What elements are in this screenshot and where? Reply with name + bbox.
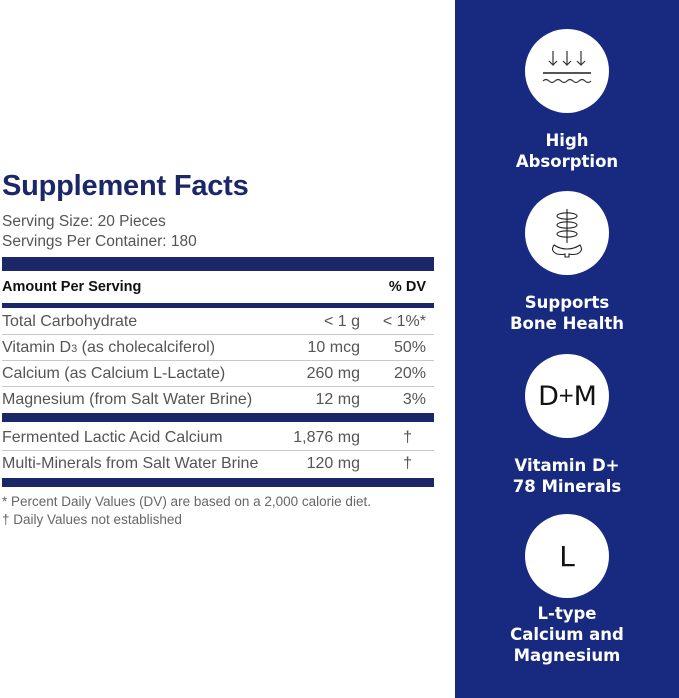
feature-label-line: High <box>545 131 589 150</box>
feature-label-line: Absorption <box>515 152 619 171</box>
feature-label-line: Vitamin D+ <box>514 456 620 475</box>
nutrient-name: Calcium (as Calcium L-Lactate) <box>2 365 226 382</box>
nutrient-amount: 260 mg <box>306 365 360 382</box>
table-row: Multi-Minerals from Salt Water Brine 120… <box>2 452 434 477</box>
feature-label-line: 78 Minerals <box>512 477 622 496</box>
nutrient-amount: < 1 g <box>323 313 360 330</box>
nutrient-name-subscript: 3 <box>71 343 78 355</box>
table-row: Total Carbohydrate < 1 g < 1%* <box>2 310 434 335</box>
supplement-facts-title: Supplement Facts <box>2 170 249 202</box>
absorption-arrows-icon <box>542 51 592 84</box>
feature-label-line: L-type <box>537 604 597 623</box>
nutrient-name: Total Carbohydrate <box>2 313 138 330</box>
ingredient-amount: 1,876 mg <box>293 429 360 446</box>
icon-plus: + <box>557 382 575 407</box>
icon-letter-d: D <box>538 380 559 412</box>
footnote-percent-dv: * Percent Daily Values (DV) are based on… <box>2 494 371 509</box>
amount-per-serving-label: Amount Per Serving <box>2 279 142 295</box>
table-row: Magnesium (from Salt Water Brine) 12 mg … <box>2 388 434 413</box>
nutrient-amount: 12 mg <box>315 391 360 408</box>
ingredient-amount: 120 mg <box>306 455 360 472</box>
table-row: Fermented Lactic Acid Calcium 1,876 mg † <box>2 426 434 451</box>
header-divider <box>2 303 434 308</box>
feature-label: Vitamin D+ 78 Minerals <box>455 455 679 497</box>
nutrient-dv: 20% <box>393 365 426 382</box>
supplement-facts-panel: Supplement Facts Serving Size: 20 Pieces… <box>2 170 434 527</box>
table-row: Calcium (as Calcium L-Lactate) 260 mg 20… <box>2 362 434 387</box>
dv-label: % DV <box>388 279 426 295</box>
feature-label-line: Calcium and <box>510 625 624 644</box>
feature-label: High Absorption <box>455 130 679 172</box>
nutrient-dv: 50% <box>393 339 426 356</box>
feature-label-line: Bone Health <box>509 314 625 333</box>
feature-label: L-type Calcium and Magnesium <box>455 603 679 666</box>
servings-per-container: Servings Per Container: 180 <box>2 233 197 250</box>
feature-icon-circle <box>525 191 609 275</box>
bottom-divider <box>2 478 434 487</box>
nutrient-name-detail: (as cholecalciferol) <box>77 339 216 356</box>
nutrient-dv: 3% <box>402 391 426 408</box>
footnote-dv-not-established: † Daily Values not established <box>2 512 182 527</box>
nutrient-name-main: Vitamin D <box>2 339 72 356</box>
serving-size: Serving Size: 20 Pieces <box>2 213 166 230</box>
ingredient-dv: † <box>403 429 412 446</box>
d-plus-m-icon: D+M <box>538 380 597 412</box>
feature-label-line: Magnesium <box>513 646 621 665</box>
nutrient-name: Magnesium (from Salt Water Brine) <box>2 391 253 408</box>
letter-l-icon: L <box>559 539 575 573</box>
thick-divider <box>2 257 434 271</box>
nutrient-dv: < 1%* <box>382 313 426 330</box>
icon-letter-m: M <box>573 380 597 412</box>
nutrient-name: Vitamin D3 (as cholecalciferol) <box>2 339 215 357</box>
features-panel: High Absorption Supports Bone Health <box>455 0 679 698</box>
section-divider <box>2 413 434 422</box>
feature-icon-circle <box>525 29 609 113</box>
feature-label: Supports Bone Health <box>455 292 679 334</box>
ingredient-name: Fermented Lactic Acid Calcium <box>2 429 223 446</box>
ingredient-dv: † <box>403 455 412 472</box>
feature-icon-circle: L <box>525 514 609 598</box>
ingredient-name: Multi-Minerals from Salt Water Brine <box>2 455 259 472</box>
nutrient-amount: 10 mcg <box>307 339 360 356</box>
table-row: Vitamin D3 (as cholecalciferol) 10 mcg 5… <box>2 336 434 361</box>
spine-bone-icon <box>552 209 582 258</box>
feature-icon-circle: D+M <box>525 354 609 438</box>
feature-label-line: Supports <box>524 293 610 312</box>
table-header: Amount Per Serving % DV <box>2 279 434 299</box>
